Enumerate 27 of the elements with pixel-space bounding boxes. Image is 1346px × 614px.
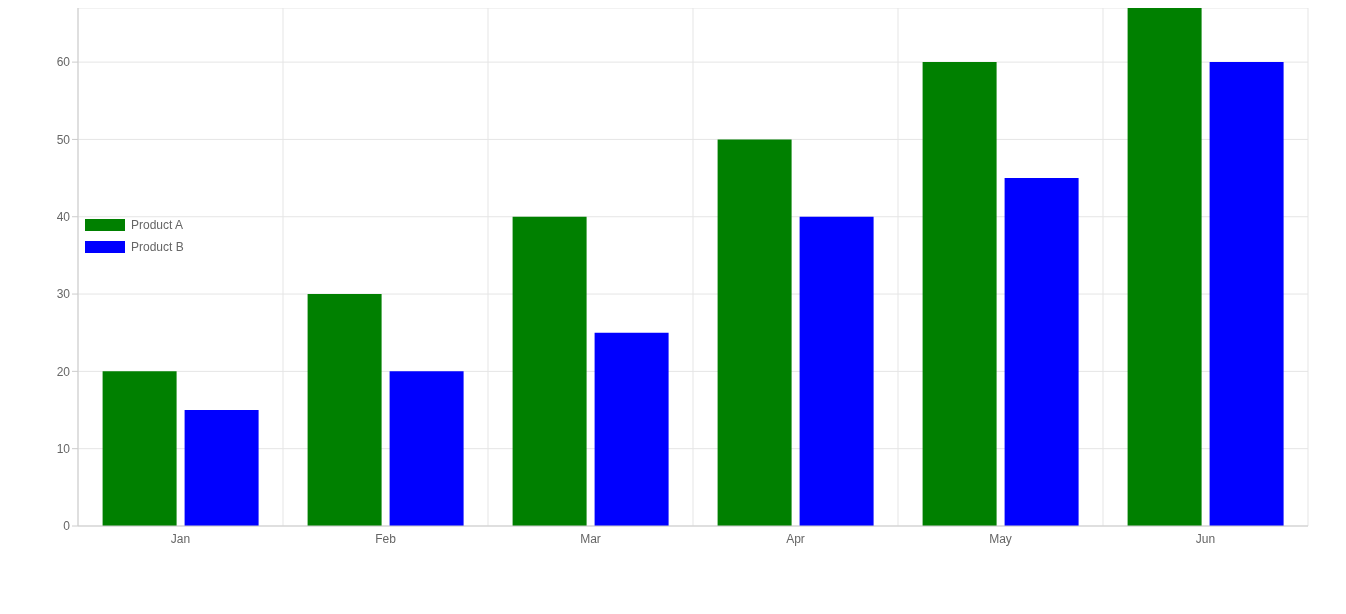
bar <box>512 216 587 526</box>
bar <box>102 371 177 526</box>
bar <box>717 139 792 526</box>
bar <box>389 371 464 526</box>
x-tick-label: Feb <box>375 531 397 546</box>
bar <box>594 332 669 526</box>
y-tick-label: 0 <box>63 519 71 534</box>
y-tick-label: 60 <box>56 55 71 70</box>
y-tick-label: 10 <box>56 441 71 456</box>
bar <box>799 216 874 526</box>
y-tick-label: 40 <box>56 210 71 225</box>
y-tick-label: 50 <box>56 132 71 147</box>
x-tick-label: Jan <box>170 531 191 546</box>
x-tick-label: Jun <box>1195 531 1216 546</box>
y-tick-label: 30 <box>56 287 71 302</box>
x-tick-label: Apr <box>786 531 805 546</box>
y-tick-label: 20 <box>56 364 71 379</box>
bar <box>1004 178 1079 526</box>
x-tick-label: May <box>989 531 1012 546</box>
legend-label: Product B <box>131 240 184 254</box>
bar <box>307 294 382 526</box>
legend-label: Product A <box>131 218 184 232</box>
bar <box>922 62 997 526</box>
bar <box>1209 62 1284 526</box>
bar <box>1127 8 1202 526</box>
x-tick-label: Mar <box>580 531 601 546</box>
bar <box>184 410 259 526</box>
